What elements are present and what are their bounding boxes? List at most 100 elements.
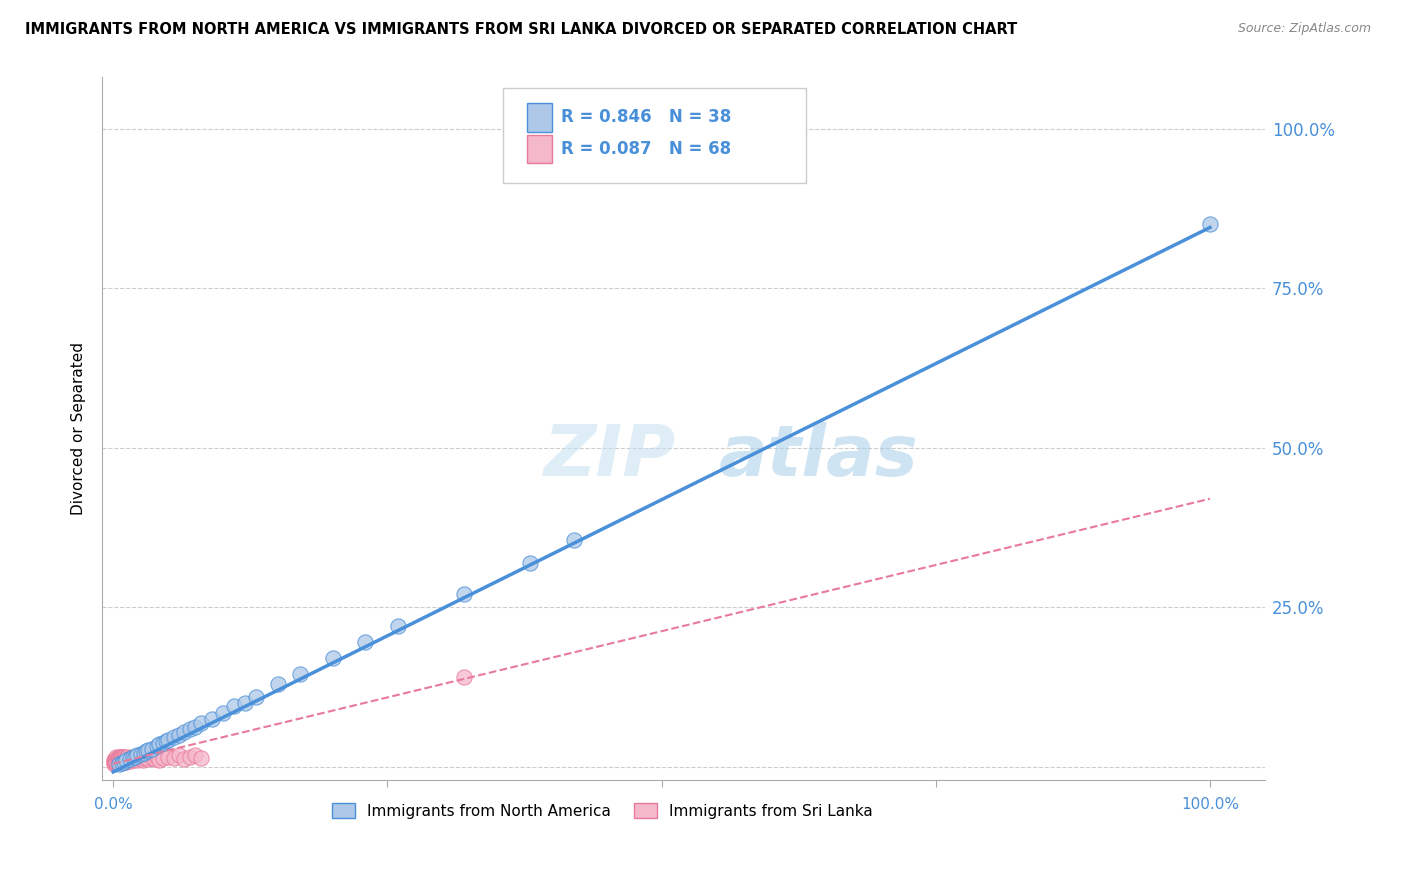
Point — [162, 731, 184, 745]
FancyBboxPatch shape — [503, 88, 806, 183]
Point — [184, 748, 207, 763]
Point — [115, 755, 138, 769]
Point — [127, 748, 149, 763]
Point — [453, 587, 475, 601]
Point — [108, 754, 131, 768]
Text: atlas: atlas — [718, 422, 918, 491]
Point — [105, 756, 128, 770]
Text: R = 0.846   N = 38: R = 0.846 N = 38 — [561, 109, 731, 127]
Point — [121, 749, 143, 764]
Point — [107, 752, 129, 766]
Point — [127, 754, 149, 768]
Point — [129, 752, 152, 766]
Point — [110, 754, 132, 768]
Point — [212, 706, 235, 720]
Point — [112, 752, 135, 766]
Point — [122, 750, 145, 764]
Point — [107, 749, 129, 764]
Point — [190, 716, 212, 731]
Point — [114, 751, 136, 765]
Point — [136, 752, 159, 766]
Text: 0.0%: 0.0% — [94, 797, 132, 813]
Point — [129, 748, 152, 763]
Point — [107, 751, 129, 765]
Point — [173, 752, 195, 766]
Point — [107, 751, 129, 765]
Point — [135, 744, 157, 758]
Point — [112, 750, 135, 764]
Point — [107, 754, 129, 768]
Point — [132, 746, 155, 760]
Point — [110, 752, 132, 766]
Point — [104, 755, 127, 769]
Point — [120, 752, 142, 766]
Point — [146, 749, 169, 764]
Text: R = 0.087   N = 68: R = 0.087 N = 68 — [561, 140, 731, 158]
Point — [112, 755, 135, 769]
Point — [104, 752, 127, 766]
Point — [103, 756, 125, 771]
Text: IMMIGRANTS FROM NORTH AMERICA VS IMMIGRANTS FROM SRI LANKA DIVORCED OR SEPARATED: IMMIGRANTS FROM NORTH AMERICA VS IMMIGRA… — [25, 22, 1018, 37]
Point — [105, 750, 128, 764]
Point — [179, 722, 201, 736]
Text: 100.0%: 100.0% — [1181, 797, 1239, 813]
Point — [117, 754, 139, 768]
Point — [184, 720, 207, 734]
Text: Source: ZipAtlas.com: Source: ZipAtlas.com — [1237, 22, 1371, 36]
Point — [112, 749, 135, 764]
Point — [107, 754, 129, 768]
Point — [118, 754, 141, 768]
Point — [118, 752, 141, 766]
Point — [111, 750, 134, 764]
Point — [152, 735, 174, 749]
Point — [104, 756, 127, 770]
Point — [122, 754, 145, 768]
Point — [111, 755, 134, 769]
Point — [136, 743, 159, 757]
Point — [157, 749, 180, 764]
Point — [105, 755, 128, 769]
Point — [118, 751, 141, 765]
Point — [148, 738, 170, 752]
Point — [107, 756, 129, 771]
Point — [453, 670, 475, 684]
FancyBboxPatch shape — [527, 135, 553, 163]
Point — [111, 756, 134, 770]
Point — [141, 751, 163, 765]
Point — [124, 749, 146, 764]
Point — [167, 728, 190, 742]
Point — [104, 754, 127, 768]
Point — [108, 755, 131, 769]
Point — [201, 712, 224, 726]
Point — [173, 724, 195, 739]
Point — [143, 752, 166, 766]
Y-axis label: Divorced or Separated: Divorced or Separated — [72, 342, 86, 515]
Point — [562, 533, 585, 548]
Point — [233, 696, 256, 710]
Point — [124, 752, 146, 766]
Legend: Immigrants from North America, Immigrants from Sri Lanka: Immigrants from North America, Immigrant… — [326, 797, 879, 824]
Point — [107, 755, 129, 769]
Point — [122, 751, 145, 765]
Point — [105, 752, 128, 766]
Point — [115, 754, 138, 768]
Point — [267, 677, 290, 691]
Point — [103, 754, 125, 768]
Point — [155, 734, 177, 748]
Point — [105, 754, 128, 768]
Point — [288, 667, 311, 681]
Point — [135, 749, 157, 764]
Point — [112, 755, 135, 769]
Point — [132, 751, 155, 765]
Point — [110, 749, 132, 764]
Point — [117, 750, 139, 764]
Point — [129, 747, 152, 761]
Point — [108, 750, 131, 764]
Point — [387, 619, 409, 633]
Point — [127, 751, 149, 765]
Point — [103, 755, 125, 769]
Point — [519, 556, 541, 570]
Point — [167, 748, 190, 763]
Point — [152, 751, 174, 765]
Point — [115, 752, 138, 766]
